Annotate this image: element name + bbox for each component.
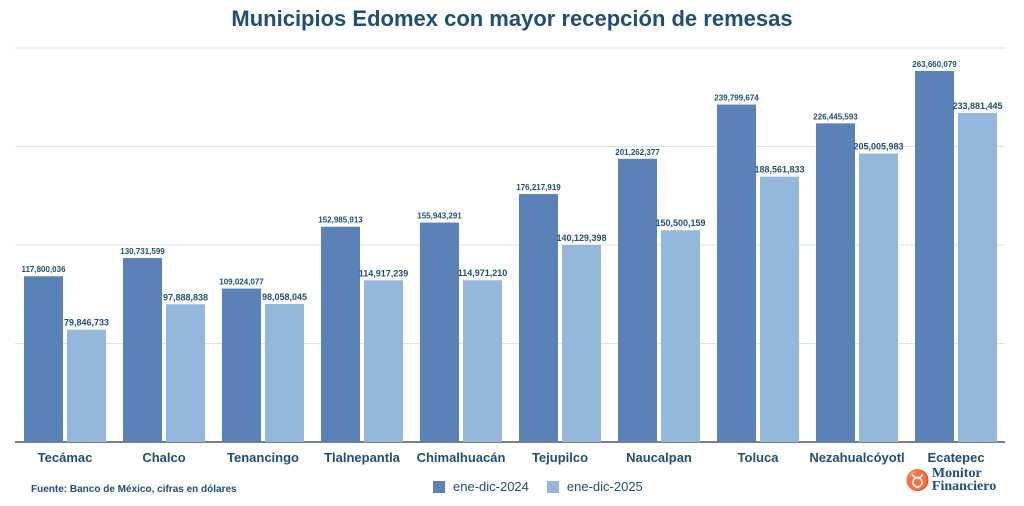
data-label: 263,660,079 (912, 60, 957, 69)
bar-2025 (661, 230, 700, 442)
data-label: 140,129,398 (556, 233, 606, 243)
legend-label-2025: ene-dic-2025 (566, 479, 643, 494)
data-label: 114,917,239 (359, 268, 409, 278)
data-label: 152,985,913 (318, 216, 363, 225)
bull-icon: ♉ (905, 469, 930, 492)
bar-2025 (463, 280, 502, 442)
data-label: 130,731,599 (120, 247, 165, 256)
data-label: 150,500,159 (655, 218, 705, 228)
bar-2024 (519, 194, 558, 442)
logo-line1: Monitor (931, 466, 982, 481)
logo-line2: Financiero (931, 479, 997, 494)
data-label: 114,971,210 (458, 268, 508, 278)
data-label: 239,799,674 (714, 94, 759, 103)
bar-2024 (321, 226, 360, 442)
data-label: 97,888,838 (163, 292, 208, 302)
data-label: 226,445,593 (813, 112, 858, 121)
bar-2024 (222, 288, 261, 442)
bar-2025 (67, 329, 106, 442)
data-label: 201,262,377 (615, 148, 660, 157)
x-tick-label: Tejupilco (532, 450, 588, 465)
bar-2025 (166, 304, 205, 442)
data-label: 155,943,291 (417, 212, 462, 221)
legend-swatch-2024 (433, 480, 445, 493)
bar-2024 (816, 123, 855, 442)
legend-label-2024: ene-dic-2024 (453, 479, 529, 494)
bar-2025 (265, 304, 304, 442)
x-tick-label: Chimalhuacán (417, 450, 506, 465)
data-label: 117,800,036 (21, 265, 66, 274)
x-tick-label: Tlalnepantla (324, 450, 401, 465)
legend-swatch-2025 (546, 480, 559, 493)
chart-title: Municipios Edomex con mayor recepción de… (231, 6, 793, 31)
x-tick-label: Tenancingo (227, 450, 299, 465)
x-tick-label: Tecámac (38, 450, 93, 465)
data-label: 98,058,045 (262, 292, 307, 302)
bar-2024 (915, 70, 954, 442)
bar-2025 (859, 153, 898, 443)
bar-2025 (958, 112, 997, 443)
bar-2024 (717, 104, 756, 443)
x-tick-label: Ecatepec (927, 450, 984, 465)
monitor-financiero-logo: ♉ Monitor Financiero (905, 466, 997, 494)
x-tick-label: Chalco (142, 450, 185, 465)
bar-2024 (420, 222, 459, 442)
data-label: 176,217,919 (516, 183, 561, 192)
bar-2024 (618, 158, 657, 442)
source-note: Fuente: Banco de México, cifras en dólar… (31, 484, 237, 495)
bar-2025 (562, 244, 601, 442)
bar-2025 (760, 176, 799, 442)
data-label: 188,561,833 (754, 165, 804, 175)
bar-2024 (24, 276, 63, 442)
bar-2024 (123, 258, 162, 442)
data-label: 109,024,077 (219, 278, 264, 287)
data-label: 233,881,445 (952, 101, 1002, 111)
legend: ene-dic-2024 ene-dic-2025 (433, 479, 643, 494)
data-label: 79,846,733 (64, 318, 109, 328)
x-tick-label: Toluca (738, 450, 780, 465)
data-label: 205,005,983 (853, 142, 903, 152)
bar-2025 (364, 280, 403, 442)
x-tick-label: Naucalpan (626, 450, 692, 465)
x-tick-label: Nezahualcóyotl (809, 450, 904, 465)
